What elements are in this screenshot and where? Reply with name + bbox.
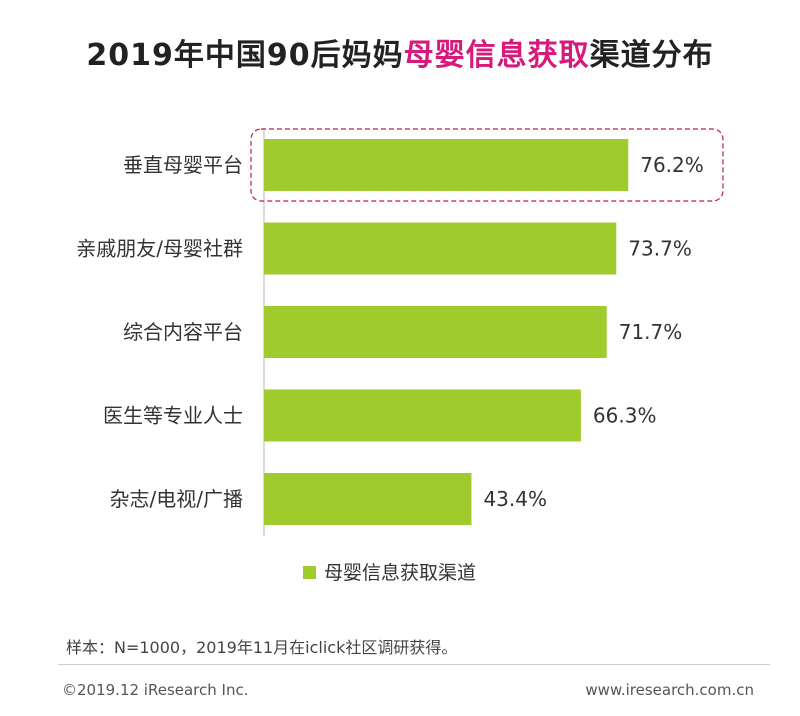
bar bbox=[264, 306, 607, 358]
website-text: www.iresearch.com.cn bbox=[585, 681, 754, 699]
category-label: 垂直母婴平台 bbox=[123, 153, 243, 177]
chart-title: 2019年中国90后妈妈母婴信息获取渠道分布 bbox=[0, 30, 800, 74]
bar bbox=[264, 473, 472, 525]
value-label: 43.4% bbox=[483, 487, 547, 511]
value-label: 66.3% bbox=[593, 404, 657, 428]
title-highlight: 母婴信息获取 bbox=[403, 38, 590, 73]
category-label: 医生等专业人士 bbox=[103, 404, 243, 428]
value-label: 73.7% bbox=[628, 237, 692, 261]
sample-footnote: 样本：N=1000，2019年11月在iclick社区调研获得。 bbox=[66, 638, 458, 657]
legend-label: 母婴信息获取渠道 bbox=[324, 562, 476, 584]
category-label: 杂志/电视/广播 bbox=[110, 487, 243, 511]
category-label: 亲戚朋友/母婴社群 bbox=[76, 237, 243, 261]
category-label: 综合内容平台 bbox=[123, 320, 243, 344]
bar-chart: 垂直母婴平台 76.2% 亲戚朋友/母婴社群 73.7% 综合内容平台 71.7% 医生等专… bbox=[76, 128, 724, 584]
legend-swatch bbox=[303, 566, 316, 579]
value-label: 76.2% bbox=[640, 153, 704, 177]
title-prefix: 2019年中国90后妈妈 bbox=[86, 38, 404, 73]
footer-divider bbox=[58, 664, 770, 665]
bar bbox=[264, 222, 617, 275]
bar bbox=[264, 139, 629, 191]
title-suffix: 渠道分布 bbox=[589, 38, 714, 73]
highlight-box bbox=[250, 128, 724, 202]
bar bbox=[264, 389, 581, 442]
copyright-text: ©2019.12 iResearch Inc. bbox=[62, 681, 249, 699]
value-label: 71.7% bbox=[619, 320, 683, 344]
